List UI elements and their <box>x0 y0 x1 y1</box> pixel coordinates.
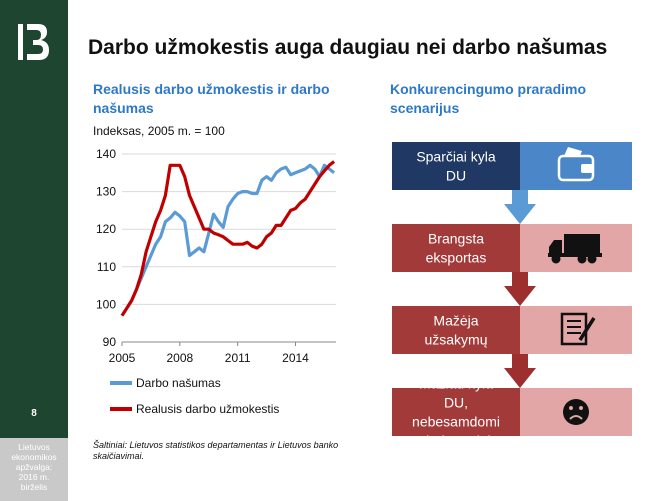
footer-line: 2016 m. <box>18 472 50 482</box>
legend-swatch <box>110 406 132 411</box>
flow-arrow <box>504 190 536 224</box>
flow-arrow <box>504 354 536 388</box>
order-form-icon <box>560 312 596 346</box>
step-label-box <box>392 142 520 190</box>
x-tick-label: 2005 <box>109 351 136 365</box>
face-eye <box>579 406 583 410</box>
truck-wheel <box>551 254 561 264</box>
wallet-icon <box>557 147 595 182</box>
step-label: Brangsta <box>428 231 484 247</box>
y-tick-label: 120 <box>96 222 116 236</box>
face-circle <box>563 399 589 425</box>
y-tick-label: 100 <box>96 297 116 311</box>
footer-line: birželis <box>20 482 48 492</box>
step-label: DU <box>446 168 466 184</box>
form-pen <box>578 317 596 341</box>
series-line-1 <box>120 160 336 317</box>
chart-subtitle: Realusis darbo užmokestis ir darbo našum… <box>93 81 330 116</box>
series-line-0 <box>120 163 336 317</box>
truck-trailer <box>564 234 600 254</box>
legend-label: Realusis darbo užmokestis <box>136 401 280 416</box>
truck-wheel <box>577 254 587 264</box>
scenario-step: Sparčiai kyla DU <box>392 142 632 190</box>
step-label: darbuotojai <box>421 433 490 449</box>
legend-item-productivity: Darbo našumas <box>110 374 221 392</box>
step-label-box <box>392 224 520 272</box>
footer-line: ekonomikos <box>11 452 57 462</box>
scenario-step: Brangsta eksportas <box>392 224 632 272</box>
step-label: Mažiau kyla <box>419 376 493 392</box>
scenario-subtitle: Konkurencingumo praradimo scenarijus <box>390 81 587 116</box>
footer-publication-label: Lietuvos ekonomikos apžvalga: 2016 m. bi… <box>0 438 68 501</box>
step-label: nebesamdomi <box>412 414 500 430</box>
face-eye <box>569 406 573 410</box>
scenario-flow: Sparčiai kyla DU Brangsta eksportas Mažėja už… <box>392 142 632 449</box>
step-label: DU, <box>444 395 468 411</box>
x-tick-label: 2008 <box>166 351 193 365</box>
x-tick-label: 2011 <box>225 351 251 365</box>
page-title: Darbo užmokestis auga daugiau nei darbo … <box>88 36 608 59</box>
truck-chassis <box>548 253 602 257</box>
y-tick-label: 90 <box>103 335 117 349</box>
truck-cab <box>549 240 562 254</box>
page-number: 8 <box>31 408 37 419</box>
x-tick-label: 2014 <box>282 351 309 365</box>
legend-swatch <box>110 380 132 385</box>
sidebar: 8 Lietuvos ekonomikos apžvalga: 2016 m. … <box>0 0 68 501</box>
chart-index-note: Indeksas, 2005 m. = 100 <box>93 124 225 138</box>
step-label: užsakymų <box>424 332 487 348</box>
step-label: Mažėja <box>433 313 478 329</box>
y-tick-label: 110 <box>97 260 116 274</box>
source-note: Šaltiniai: Lietuvos statistikos departam… <box>93 440 339 461</box>
wallet-notes <box>564 147 582 156</box>
step-label-box <box>392 388 520 436</box>
line-chart: 90 100 110 120 130 140 2005 2008 2011 2014 <box>96 147 336 365</box>
step-label: Sparčiai kyla <box>416 149 496 165</box>
sad-face-icon <box>563 399 589 425</box>
footer-line: Lietuvos <box>18 442 50 452</box>
legend-label: Darbo našumas <box>136 375 221 390</box>
bank-logo-icon <box>18 24 49 60</box>
truck-icon <box>548 234 602 264</box>
y-tick-label: 130 <box>96 185 116 199</box>
footer-line: apžvalga: <box>15 462 53 472</box>
step-label-box <box>392 306 520 354</box>
step-icon-box <box>520 142 632 190</box>
step-label: eksportas <box>426 250 487 266</box>
flow-arrow <box>504 272 536 306</box>
legend-item-wage: Realusis darbo užmokestis <box>110 400 279 418</box>
y-tick-label: 140 <box>96 147 116 161</box>
truck-wheel <box>587 254 597 264</box>
scenario-step: Mažiau kyla DU, nebesamdomi darbuotojai <box>392 376 632 449</box>
face-mouth <box>569 415 583 420</box>
wallet-clasp <box>581 164 594 173</box>
scenario-step: Mažėja užsakymų <box>392 306 632 354</box>
